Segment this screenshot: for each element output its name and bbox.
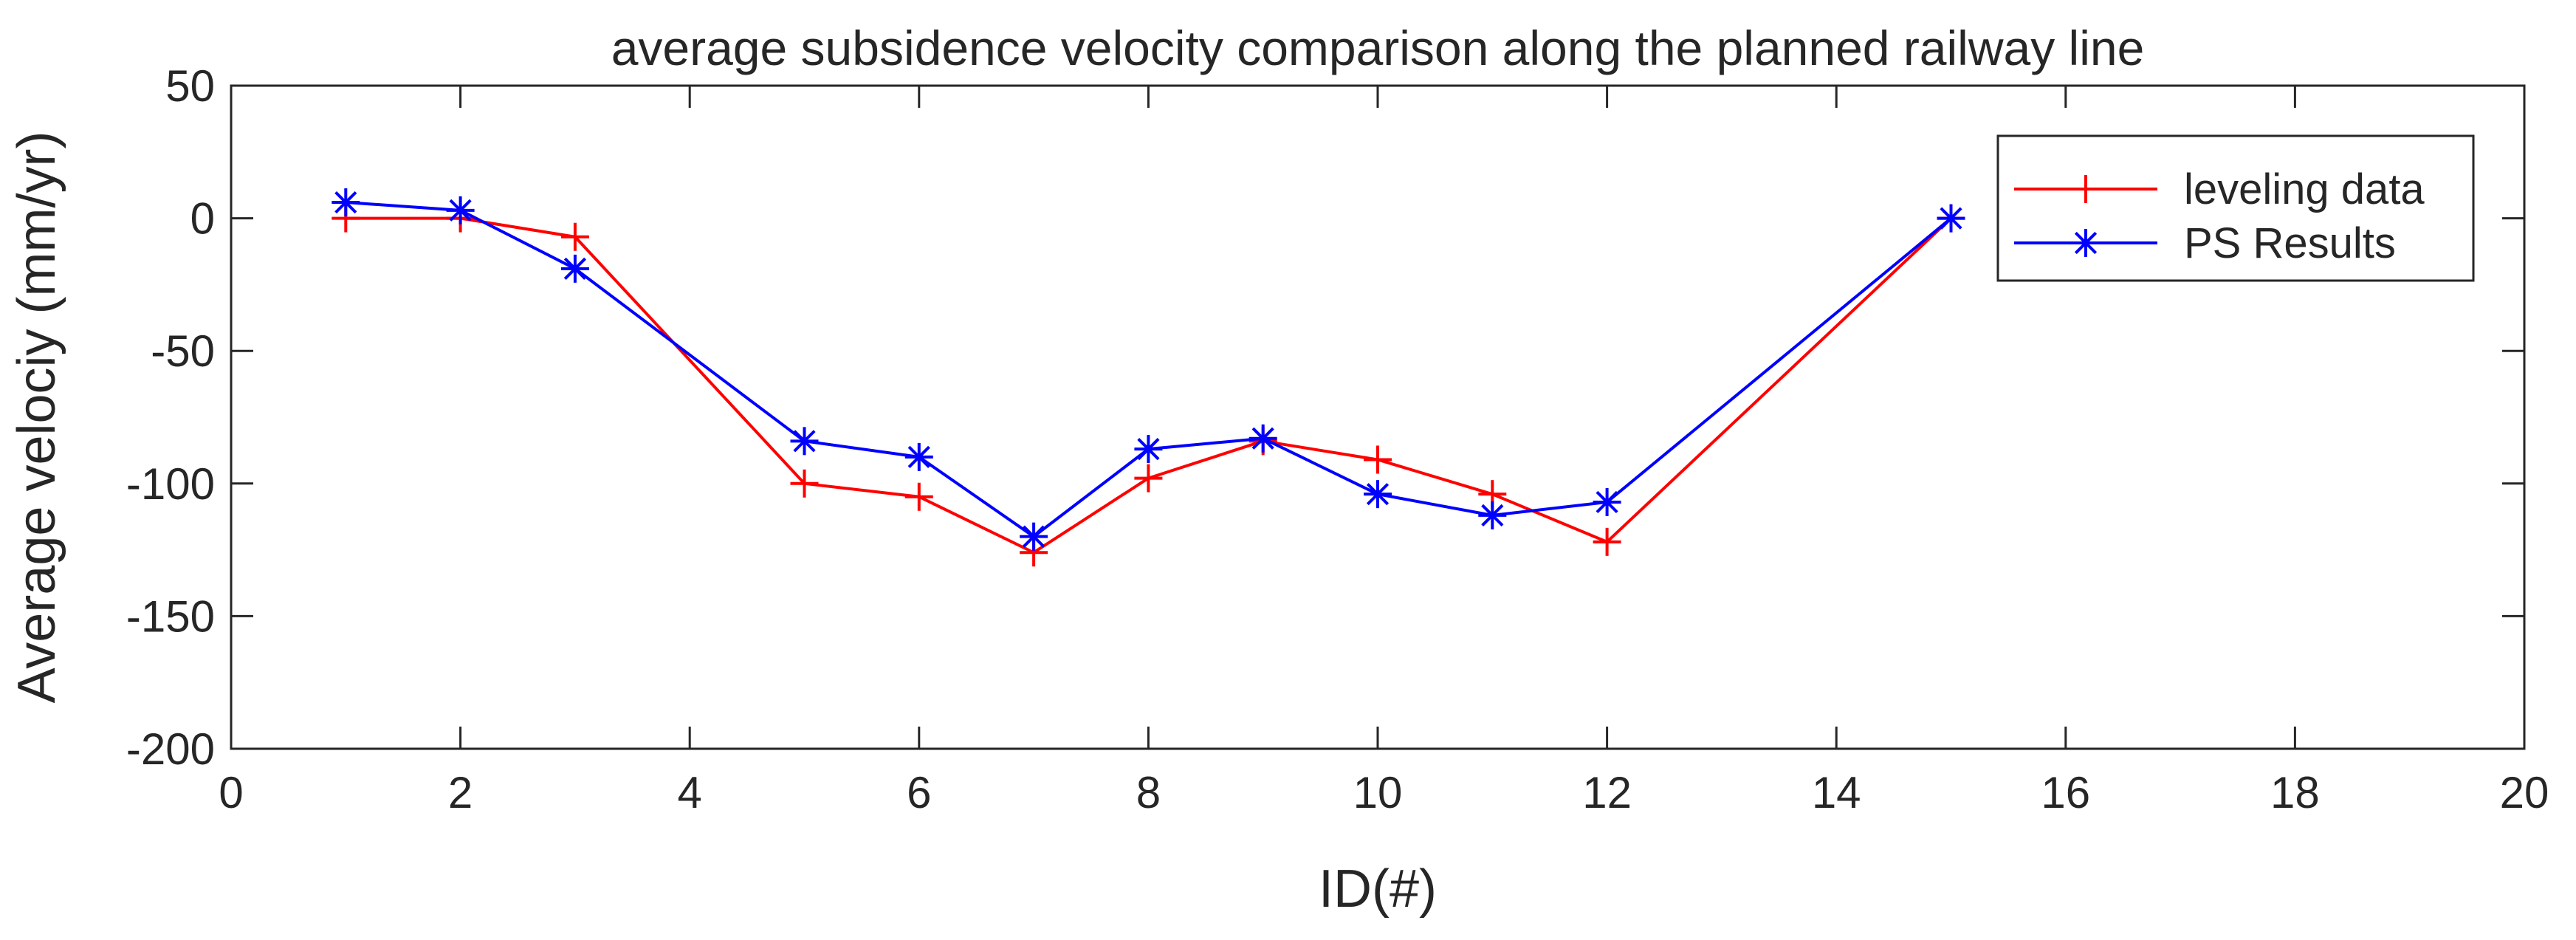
legend-label-ps: PS Results [2184,219,2396,267]
data-point-ps [1478,501,1507,529]
x-tick-label: 6 [907,768,931,817]
legend-marker-leveling [2072,175,2100,203]
y-axis-ticks: 50 0 -50 -100 -150 -200 [126,61,2524,774]
legend-label-leveling: leveling data [2184,165,2425,213]
x-tick-label: 10 [1353,768,1403,817]
y-tick-label: 50 [165,61,215,111]
data-point-leveling [1364,445,1392,474]
data-point-ps [1364,480,1392,509]
data-point-leveling [560,222,589,251]
data-point-leveling [1593,527,1621,556]
x-axis-ticks: 0 2 4 6 8 10 12 14 16 18 20 [219,86,2549,817]
data-point-ps [446,196,475,224]
y-tick-label: -100 [126,459,215,509]
x-tick-label: 12 [1582,768,1632,817]
x-tick-label: 2 [448,768,473,817]
series-line-ps [346,201,1952,538]
data-point-ps [1134,435,1163,464]
x-tick-label: 18 [2270,768,2320,817]
x-axis-label: ID(#) [1319,860,1437,919]
x-tick-label: 0 [219,768,243,817]
data-point-ps [790,427,819,456]
data-point-ps [332,188,360,217]
data-point-ps [1593,487,1621,516]
data-point-ps [1020,522,1048,551]
data-point-ps [1937,204,1965,233]
x-tick-label: 16 [2041,768,2090,817]
y-tick-label: -200 [126,724,215,774]
data-point-ps [1248,424,1277,453]
x-tick-label: 20 [2500,768,2549,817]
legend: leveling data PS Results [1996,134,2475,282]
series-line-leveling [346,216,1952,555]
legend-items: leveling data PS Results [2014,165,2425,267]
series-layer [332,188,1965,567]
data-point-leveling [790,469,819,498]
chart-title: average subsidence velocity comparison a… [611,21,2145,75]
data-point-leveling [904,482,933,511]
legend-box [1996,134,2475,282]
data-point-leveling [1134,464,1163,493]
legend-marker-ps [2072,229,2100,257]
x-tick-label: 14 [1812,768,1861,817]
data-point-ps [904,442,933,471]
y-tick-label: -150 [126,591,215,641]
x-tick-label: 4 [678,768,702,817]
x-tick-label: 8 [1136,768,1161,817]
data-point-ps [560,254,589,283]
y-tick-label: 0 [190,194,215,244]
y-tick-label: -50 [151,326,215,376]
y-axis-label: Average velociy (mm/yr) [7,131,66,704]
